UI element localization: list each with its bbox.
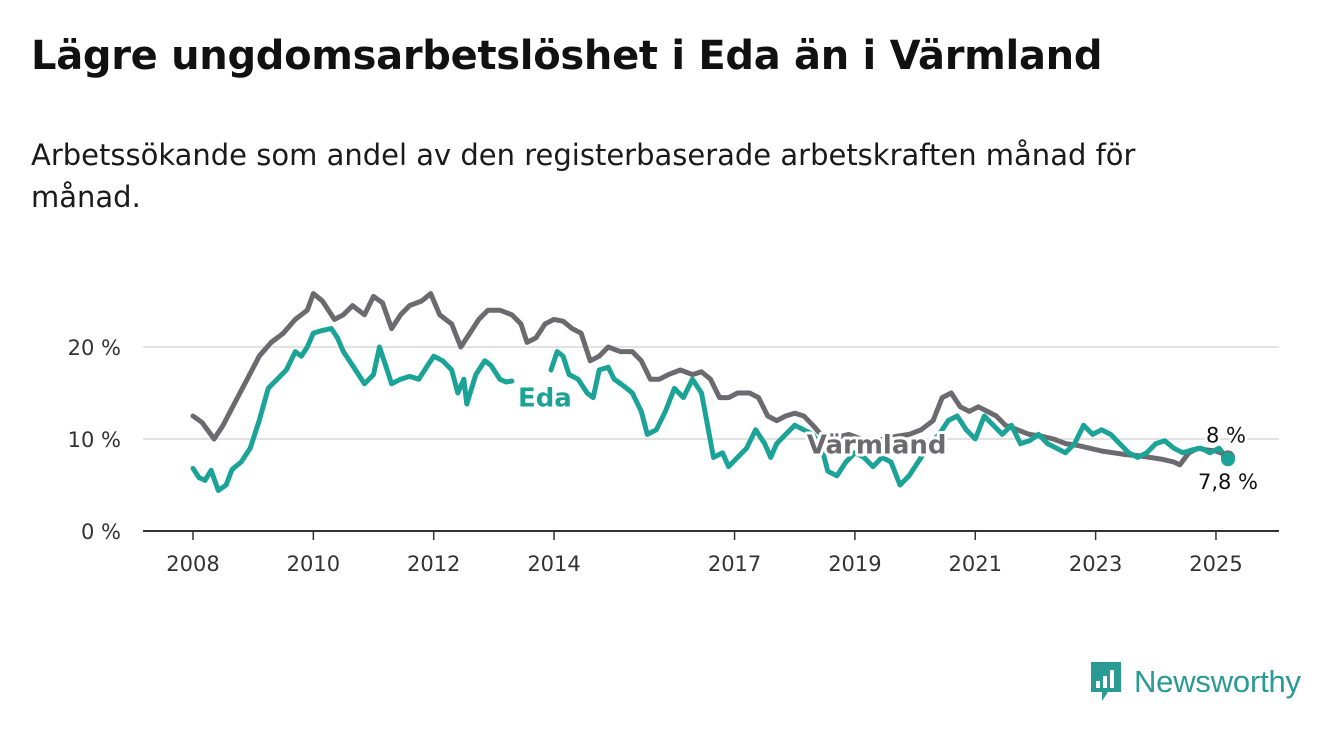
- annotation-varmland: Värmland: [807, 431, 947, 461]
- x-tick-label: 2025: [1189, 552, 1242, 576]
- gridlines: [143, 346, 1279, 440]
- chart-labels: Eda Värmland 8 % 7,8 %: [515, 381, 1261, 497]
- x-tick-label: 2012: [407, 552, 460, 576]
- varmland-end-label: 8 %: [1206, 423, 1246, 447]
- chart-title: Lägre ungdomsarbetslöshet i Eda än i Vär…: [31, 33, 1103, 79]
- x-tick-label: 2023: [1069, 552, 1122, 576]
- y-tick-label: 20 %: [68, 336, 121, 360]
- chart-subtitle: Arbetssökande som andel av den registerb…: [31, 138, 1136, 214]
- y-tick-label: 0 %: [81, 520, 121, 544]
- eda-line-1: [190, 326, 515, 493]
- varmland-line-0: [190, 291, 1231, 468]
- x-tick-label: 2019: [828, 552, 881, 576]
- eda-end-label: 7,8 %: [1198, 470, 1258, 494]
- annotation-eda: Eda: [518, 384, 572, 414]
- newsworthy-icon: [1091, 662, 1121, 701]
- eda-end-point: [1221, 452, 1235, 467]
- eda-line-2: [548, 349, 1231, 488]
- axes: 0 % 10 % 20 % 2008 2010 2012 2014 2017 2019 2021 2…: [68, 336, 1279, 576]
- brand-name: Newsworthy: [1134, 664, 1301, 699]
- newsworthy-logo[interactable]: Newsworthy: [1088, 659, 1301, 705]
- x-tick-label: 2014: [527, 552, 580, 576]
- series-lines: [190, 291, 1231, 493]
- x-tick-label: 2008: [166, 552, 219, 576]
- y-tick-label: 10 %: [68, 428, 121, 452]
- x-tick-label: 2010: [287, 552, 340, 576]
- x-tick-label: 2017: [708, 552, 761, 576]
- x-tick-label: 2021: [949, 552, 1002, 576]
